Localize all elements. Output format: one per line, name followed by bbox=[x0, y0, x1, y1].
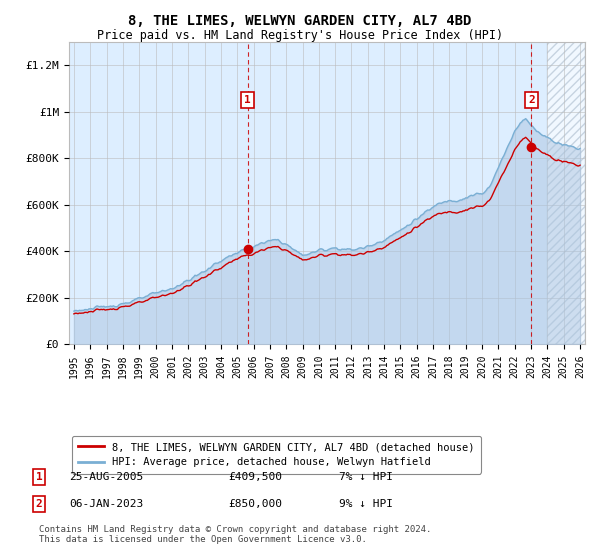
Text: 25-AUG-2005: 25-AUG-2005 bbox=[69, 472, 143, 482]
Text: £409,500: £409,500 bbox=[228, 472, 282, 482]
Text: 7% ↓ HPI: 7% ↓ HPI bbox=[339, 472, 393, 482]
Legend: 8, THE LIMES, WELWYN GARDEN CITY, AL7 4BD (detached house), HPI: Average price, : 8, THE LIMES, WELWYN GARDEN CITY, AL7 4B… bbox=[71, 436, 481, 474]
Text: 9% ↓ HPI: 9% ↓ HPI bbox=[339, 499, 393, 509]
Text: 2: 2 bbox=[35, 499, 43, 509]
Text: Price paid vs. HM Land Registry's House Price Index (HPI): Price paid vs. HM Land Registry's House … bbox=[97, 29, 503, 42]
Text: £850,000: £850,000 bbox=[228, 499, 282, 509]
Text: 8, THE LIMES, WELWYN GARDEN CITY, AL7 4BD: 8, THE LIMES, WELWYN GARDEN CITY, AL7 4B… bbox=[128, 14, 472, 28]
Text: 1: 1 bbox=[35, 472, 43, 482]
Text: 2: 2 bbox=[528, 95, 535, 105]
Text: Contains HM Land Registry data © Crown copyright and database right 2024.
This d: Contains HM Land Registry data © Crown c… bbox=[39, 525, 431, 544]
Text: 06-JAN-2023: 06-JAN-2023 bbox=[69, 499, 143, 509]
Text: 1: 1 bbox=[244, 95, 251, 105]
